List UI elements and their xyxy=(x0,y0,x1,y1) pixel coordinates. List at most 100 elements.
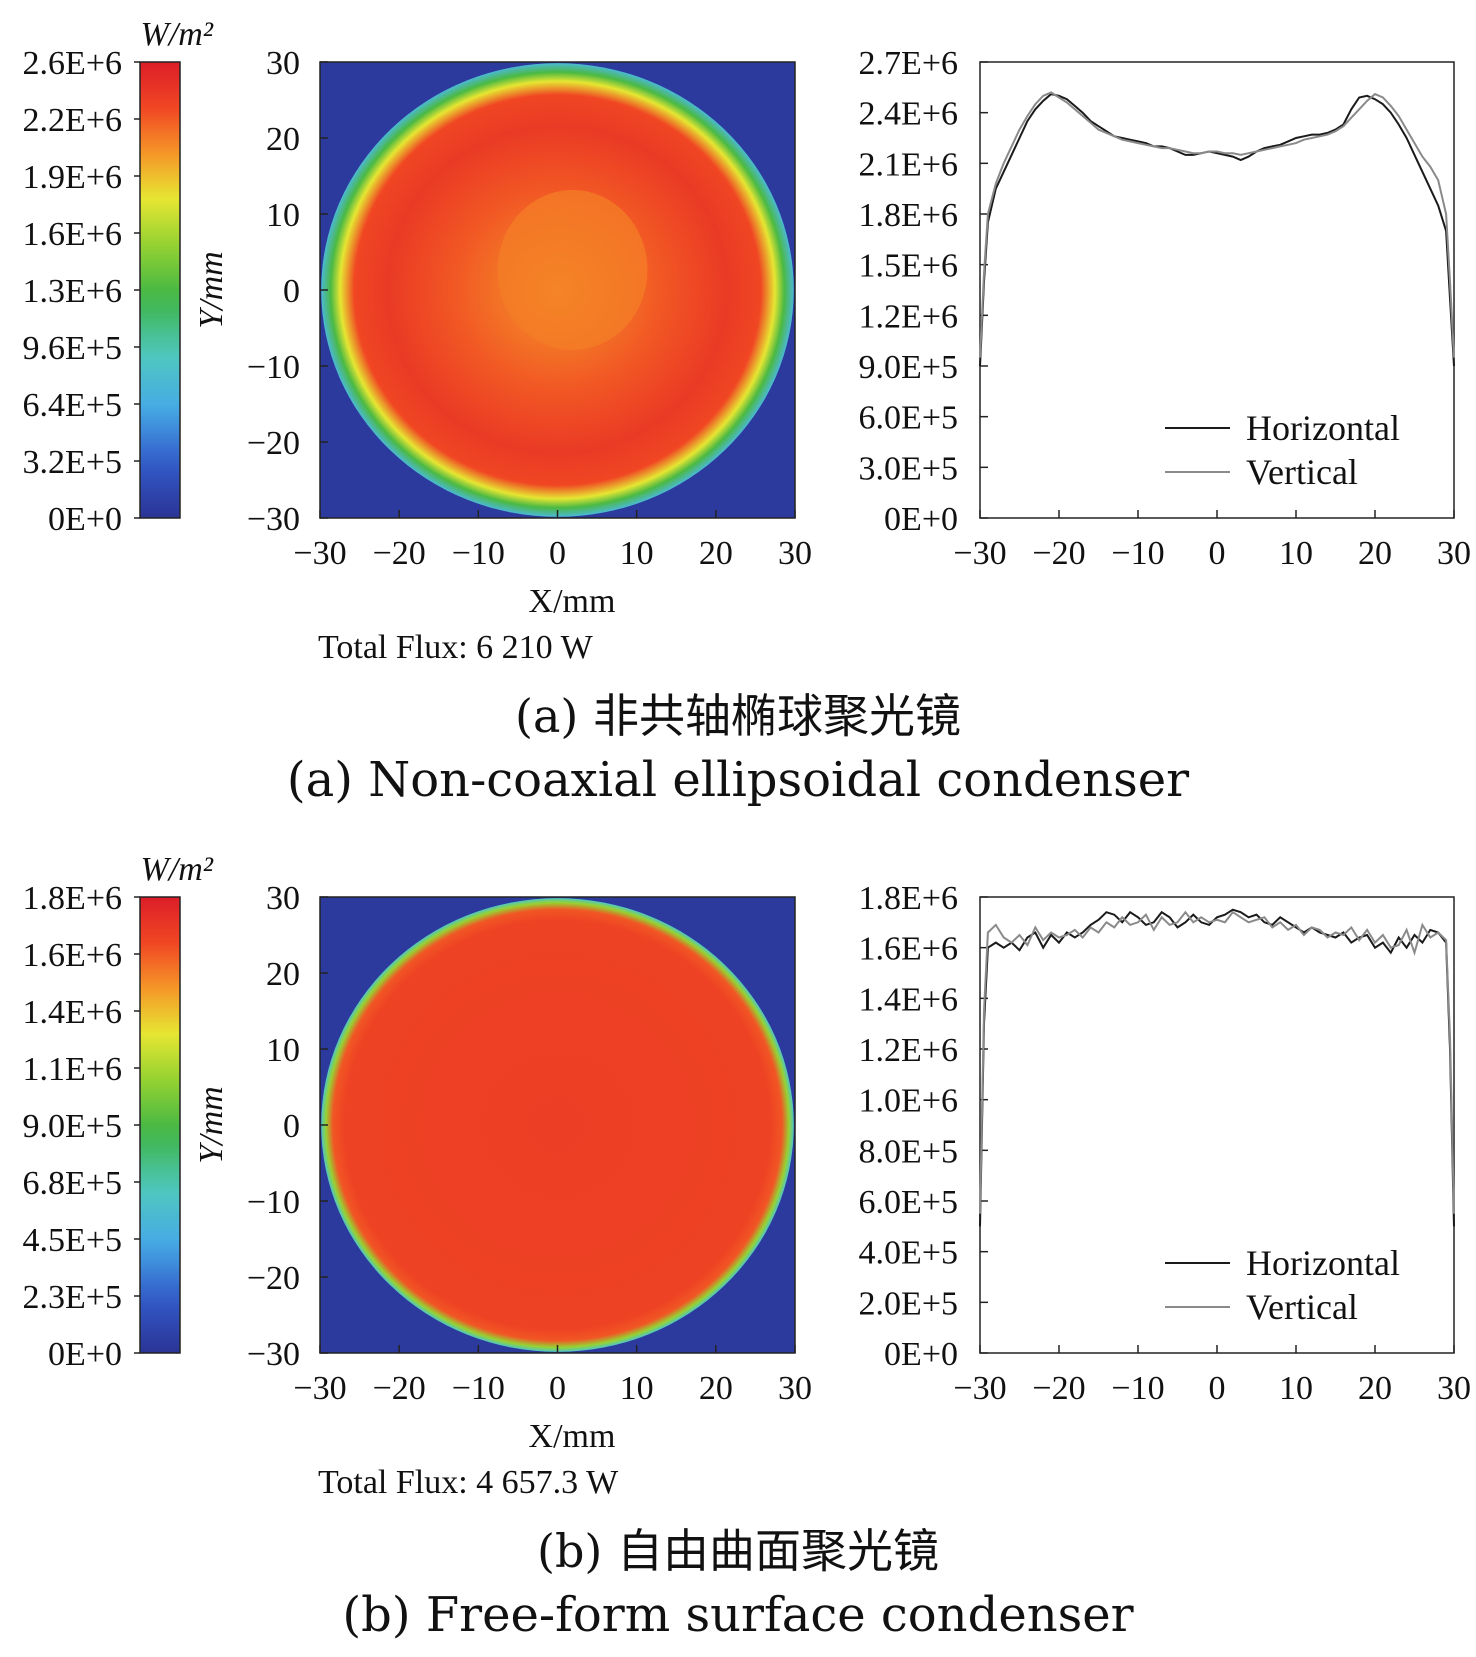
map-y-tick-label: 10 xyxy=(266,197,300,234)
map-y-tick-label: 30 xyxy=(266,45,300,82)
profile-y-tick-label: 2.1E+6 xyxy=(859,146,958,183)
profile-x-tick-label: −30 xyxy=(953,535,1006,572)
profile-y-tick-label: 1.0E+6 xyxy=(859,1083,958,1120)
profile-frame xyxy=(979,61,1455,519)
map-y-tick-label: −30 xyxy=(247,1336,300,1373)
profile-x-tick-label: 10 xyxy=(1279,1370,1313,1407)
map-y-tick-label: 20 xyxy=(266,121,300,158)
colorbar-tick-label: 1.6E+6 xyxy=(23,216,122,253)
colorbar-tick-label: 1.8E+6 xyxy=(23,880,122,917)
map-x-axis-label: X/mm xyxy=(529,583,616,620)
caption-cn: (a) 非共轴椭球聚光镜 xyxy=(515,689,961,743)
legend-label: Vertical xyxy=(1246,452,1358,492)
profile-x-tick-label: −30 xyxy=(953,1370,1006,1407)
profile-y-tick-label: 6.0E+5 xyxy=(859,400,958,437)
figure-a: W/m² 2.6E+6 2.2E+6 1.9E+6 1.6E+6 1.3E+6 9.6E+5… xyxy=(23,16,1471,808)
colorbar-tick-label: 4.5E+5 xyxy=(23,1222,122,1259)
series-line-vertical xyxy=(979,91,1455,358)
profile-x-tick-label: −10 xyxy=(1111,1370,1164,1407)
profile-x-tick-label: −20 xyxy=(1032,1370,1085,1407)
colorbar-tick-label: 1.4E+6 xyxy=(23,994,122,1031)
series-line-horizontal xyxy=(979,908,1455,1227)
colorbar-tick-label: 9.6E+5 xyxy=(23,330,122,367)
map-x-tick-label: 20 xyxy=(699,535,733,572)
profile-y-tick-label: 2.7E+6 xyxy=(859,45,958,82)
map-x-axis-label: X/mm xyxy=(529,1418,616,1455)
series-line-vertical xyxy=(979,910,1455,1214)
colorbar-tick-label: 1.3E+6 xyxy=(23,273,122,310)
colorbar-tick-label: 1.9E+6 xyxy=(23,159,122,196)
map-y-tick-label: −30 xyxy=(247,501,300,538)
map-x-tick-label: 10 xyxy=(620,1370,654,1407)
map-y-axis-label: Y/mm xyxy=(193,1086,230,1163)
series-line-horizontal xyxy=(979,93,1455,367)
colorbar-tick-label: 2.2E+6 xyxy=(23,102,122,139)
profile-y-tick-label: 1.2E+6 xyxy=(859,1032,958,1069)
map-y-tick-label: 30 xyxy=(266,880,300,917)
map-y-tick-label: −20 xyxy=(247,425,300,462)
map-x-tick-label: −10 xyxy=(452,535,505,572)
colorbar-unit-label: W/m² xyxy=(140,16,213,53)
colorbar-tick-label: 2.3E+5 xyxy=(23,1279,122,1316)
map-x-tick-label: −20 xyxy=(373,1370,426,1407)
map-x-tick-label: 20 xyxy=(699,1370,733,1407)
map-x-tick-label: −30 xyxy=(293,535,346,572)
map-y-tick-label: 0 xyxy=(283,273,300,310)
profile-frame xyxy=(979,896,1455,1354)
colorbar-tick-label: 1.6E+6 xyxy=(23,937,122,974)
profile-x-tick-label: 20 xyxy=(1358,535,1392,572)
profile-y-tick-label: 2.4E+6 xyxy=(859,96,958,133)
map-y-tick-label: 0 xyxy=(283,1108,300,1145)
map-x-tick-label: 0 xyxy=(549,1370,566,1407)
colorbar-tick-label: 9.0E+5 xyxy=(23,1108,122,1145)
map-y-tick-label: −20 xyxy=(247,1260,300,1297)
colorbar-tick-label: 0E+0 xyxy=(48,1336,122,1373)
caption-en: (a) Non-coaxial ellipsoidal condenser xyxy=(286,752,1190,808)
colorbar-unit-label: W/m² xyxy=(140,851,213,888)
total-flux-label: Total Flux: 6 210 W xyxy=(318,629,594,666)
profile-x-tick-label: 30 xyxy=(1437,535,1471,572)
profile-x-tick-label: 0 xyxy=(1209,1370,1226,1407)
map-x-tick-label: −20 xyxy=(373,535,426,572)
profile-x-tick-label: −20 xyxy=(1032,535,1085,572)
profile-y-tick-label: 1.8E+6 xyxy=(859,880,958,917)
profile-y-tick-label: 0E+0 xyxy=(884,501,958,538)
map-x-tick-label: −10 xyxy=(452,1370,505,1407)
profile-y-tick-label: 1.8E+6 xyxy=(859,197,958,234)
profile-y-tick-label: 3.0E+5 xyxy=(859,450,958,487)
colorbar-tick-label: 6.8E+5 xyxy=(23,1165,122,1202)
map-x-tick-label: 30 xyxy=(778,1370,812,1407)
profile-x-tick-label: 30 xyxy=(1437,1370,1471,1407)
profile-y-tick-label: 0E+0 xyxy=(884,1336,958,1373)
profile-y-tick-label: 6.0E+5 xyxy=(859,1184,958,1221)
profile-x-tick-label: 0 xyxy=(1209,535,1226,572)
profile-y-tick-label: 1.4E+6 xyxy=(859,981,958,1018)
profile-y-tick-label: 1.5E+6 xyxy=(859,248,958,285)
profile-x-tick-label: −10 xyxy=(1111,535,1164,572)
legend-label: Vertical xyxy=(1246,1287,1358,1327)
flux-disk xyxy=(321,898,794,1352)
map-x-tick-label: 30 xyxy=(778,535,812,572)
profile-y-tick-label: 9.0E+5 xyxy=(859,349,958,386)
profile-x-tick-label: 20 xyxy=(1358,1370,1392,1407)
map-x-tick-label: −30 xyxy=(293,1370,346,1407)
profile-y-tick-label: 4.0E+5 xyxy=(859,1235,958,1272)
colorbar-tick-label: 0E+0 xyxy=(48,501,122,538)
legend-label: Horizontal xyxy=(1246,408,1400,448)
caption-en: (b) Free-form surface condenser xyxy=(342,1587,1134,1643)
profile-y-tick-label: 2.0E+5 xyxy=(859,1285,958,1322)
map-y-tick-label: −10 xyxy=(247,349,300,386)
map-y-tick-label: 10 xyxy=(266,1032,300,1069)
map-y-tick-label: −10 xyxy=(247,1184,300,1221)
figure-b: W/m² 1.8E+6 1.6E+6 1.4E+6 1.1E+6 9.0E+5 6.8E+5… xyxy=(0,835,1476,1653)
caption-cn: (b) 自由曲面聚光镜 xyxy=(537,1524,939,1578)
map-y-tick-label: 20 xyxy=(266,956,300,993)
colorbar-tick-label: 6.4E+5 xyxy=(23,387,122,424)
map-x-tick-label: 10 xyxy=(620,535,654,572)
figure-b-graphics: W/m² 1.8E+6 1.6E+6 1.4E+6 1.1E+6 9.0E+5 6.8E+5… xyxy=(23,851,1471,1501)
map-y-axis-label: Y/mm xyxy=(193,251,230,328)
figure-a-graphics: W/m² 2.6E+6 2.2E+6 1.9E+6 1.6E+6 1.3E+6 9.6E+5… xyxy=(23,16,1471,666)
profile-y-tick-label: 8.0E+5 xyxy=(859,1133,958,1170)
colorbar xyxy=(139,896,181,1354)
colorbar xyxy=(139,61,181,519)
